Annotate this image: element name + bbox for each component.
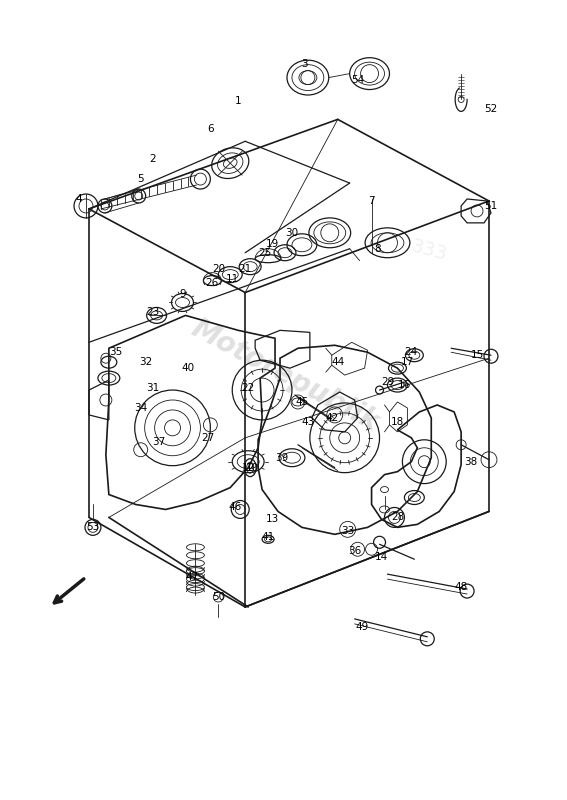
- Text: 47: 47: [186, 572, 199, 582]
- Text: 54: 54: [351, 74, 364, 85]
- Text: 48: 48: [455, 582, 468, 592]
- Text: 27: 27: [202, 433, 215, 443]
- Text: 20: 20: [211, 264, 225, 274]
- Text: 36: 36: [348, 546, 361, 556]
- Text: 40: 40: [182, 363, 195, 373]
- Text: 51: 51: [484, 201, 498, 211]
- Text: 41: 41: [261, 532, 274, 542]
- Text: 16: 16: [398, 380, 411, 390]
- Text: 14: 14: [375, 552, 388, 562]
- Text: 4: 4: [75, 194, 82, 204]
- Text: 44: 44: [331, 357, 344, 367]
- Text: 18: 18: [391, 417, 404, 427]
- Text: 17: 17: [401, 357, 414, 367]
- Text: 50: 50: [211, 592, 225, 602]
- Text: 15: 15: [471, 350, 484, 360]
- Text: 9: 9: [179, 289, 186, 298]
- Text: 22: 22: [242, 383, 255, 393]
- Text: 37: 37: [152, 437, 165, 446]
- Text: 53: 53: [86, 522, 100, 532]
- Text: 42: 42: [325, 413, 338, 423]
- Text: 333: 333: [409, 237, 450, 265]
- Text: 3: 3: [302, 58, 308, 69]
- Text: 28: 28: [391, 513, 404, 522]
- Text: 7: 7: [368, 196, 375, 206]
- Text: 52: 52: [484, 105, 498, 114]
- Text: 49: 49: [355, 622, 368, 632]
- Text: 34: 34: [134, 403, 147, 413]
- Text: 45: 45: [295, 397, 308, 407]
- Text: 5: 5: [137, 174, 144, 184]
- Text: 43: 43: [301, 417, 315, 427]
- Text: 1: 1: [235, 97, 242, 106]
- Text: 30: 30: [285, 228, 298, 238]
- Text: 46: 46: [229, 502, 242, 513]
- Text: 23: 23: [146, 307, 159, 318]
- Text: 26: 26: [206, 278, 219, 287]
- Text: 21: 21: [239, 264, 252, 274]
- Text: 19: 19: [265, 238, 279, 249]
- Text: 10: 10: [246, 462, 259, 473]
- Text: 35: 35: [109, 347, 122, 358]
- Text: 25: 25: [259, 248, 272, 258]
- Text: 11: 11: [226, 274, 239, 283]
- Text: 24: 24: [405, 347, 418, 358]
- Text: 13: 13: [265, 514, 279, 525]
- Text: 32: 32: [139, 357, 153, 367]
- Text: 12: 12: [242, 462, 255, 473]
- Text: 29: 29: [381, 377, 394, 387]
- Text: 8: 8: [374, 244, 381, 254]
- Text: 38: 38: [464, 457, 478, 466]
- Text: 31: 31: [146, 383, 159, 393]
- Text: 33: 33: [341, 526, 354, 536]
- Text: 39: 39: [276, 453, 289, 462]
- Text: Motorepublik: Motorepublik: [187, 314, 384, 437]
- Text: 2: 2: [149, 154, 156, 164]
- Text: 6: 6: [207, 124, 214, 134]
